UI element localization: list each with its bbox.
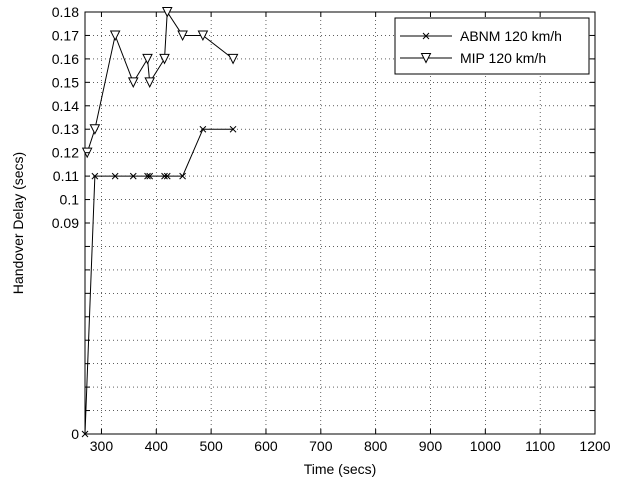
data-point bbox=[179, 172, 186, 180]
data-point bbox=[129, 172, 137, 180]
y-tick-label: 0.1 bbox=[60, 192, 80, 208]
data-point bbox=[163, 172, 171, 180]
data-point bbox=[89, 124, 101, 135]
x-tick-label: 1000 bbox=[470, 438, 501, 454]
x-tick-label: 600 bbox=[254, 438, 278, 454]
x-tick-label: 400 bbox=[145, 438, 169, 454]
legend-marker bbox=[422, 32, 430, 40]
y-tick-label: 0.09 bbox=[52, 215, 79, 231]
data-point bbox=[91, 172, 99, 180]
y-tick-label: 0 bbox=[71, 426, 79, 442]
series-1 bbox=[81, 7, 239, 159]
marker-stroke bbox=[229, 125, 237, 133]
x-tick-label: 500 bbox=[199, 438, 223, 454]
y-tick-label: 0.12 bbox=[52, 145, 79, 161]
marker-stroke bbox=[144, 172, 151, 180]
x-tick-label: 1200 bbox=[579, 438, 610, 454]
data-point bbox=[109, 30, 121, 42]
data-point bbox=[197, 30, 209, 42]
series-0 bbox=[81, 125, 237, 438]
y-tick-label: 0.17 bbox=[52, 27, 79, 43]
data-point bbox=[161, 7, 173, 18]
data-point bbox=[161, 172, 168, 180]
y-tick-label: 0.14 bbox=[52, 98, 79, 114]
x-tick-label: 700 bbox=[309, 438, 333, 454]
marker-stroke bbox=[111, 172, 119, 180]
y-tick-label: 0.15 bbox=[52, 74, 79, 90]
legend-label: MIP 120 km/h bbox=[460, 50, 546, 66]
data-point bbox=[127, 77, 139, 88]
x-axis-title: Time (secs) bbox=[304, 461, 377, 477]
marker-stroke bbox=[161, 172, 168, 180]
marker-stroke bbox=[129, 172, 137, 180]
legend-marker bbox=[420, 53, 432, 64]
legend: ABNM 120 km/h MIP 120 km/h bbox=[394, 17, 590, 75]
data-point bbox=[146, 172, 154, 180]
legend-item-0: ABNM 120 km/h bbox=[400, 28, 562, 44]
series-layer bbox=[81, 7, 239, 438]
x-tick-label: 800 bbox=[364, 438, 388, 454]
y-tick-label: 0.13 bbox=[52, 121, 79, 137]
data-point bbox=[177, 30, 188, 42]
data-point bbox=[144, 77, 156, 88]
data-point bbox=[111, 172, 119, 180]
tick-layer: 300 400 500 600 700 800 900 1000 1100 1200 0 0.09 0.… bbox=[52, 4, 611, 454]
marker-stroke bbox=[199, 125, 207, 133]
data-point bbox=[227, 53, 239, 65]
data-point bbox=[229, 125, 237, 133]
legend-label: ABNM 120 km/h bbox=[460, 28, 562, 44]
y-axis-title: Handover Delay (secs) bbox=[10, 152, 26, 294]
marker-stroke bbox=[163, 172, 171, 180]
x-tick-label: 900 bbox=[419, 438, 443, 454]
legend-item-1: MIP 120 km/h bbox=[400, 50, 546, 66]
data-point bbox=[199, 125, 207, 133]
marker-stroke bbox=[422, 32, 430, 40]
data-point bbox=[144, 172, 151, 180]
y-tick-label: 0.11 bbox=[53, 168, 79, 184]
x-tick-label: 1100 bbox=[525, 438, 555, 454]
y-tick-label: 0.18 bbox=[52, 4, 79, 20]
data-point bbox=[159, 53, 170, 65]
x-tick-label: 300 bbox=[90, 438, 114, 454]
legend-box bbox=[394, 17, 590, 75]
grid bbox=[85, 11, 596, 435]
marker-stroke bbox=[91, 172, 99, 180]
y-tick-label: 0.16 bbox=[52, 51, 79, 67]
marker-stroke bbox=[179, 172, 186, 180]
data-point bbox=[142, 53, 153, 65]
marker-stroke bbox=[146, 172, 154, 180]
